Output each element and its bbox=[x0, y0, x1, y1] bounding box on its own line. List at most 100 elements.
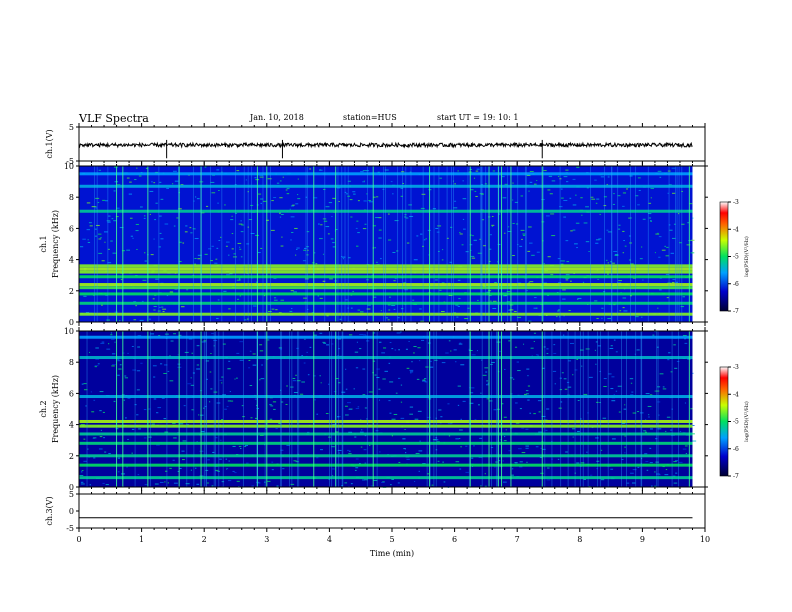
spectrogram-ch2-noise bbox=[348, 450, 351, 452]
spectrogram-ch1-background bbox=[79, 166, 693, 322]
spectrogram-ch1-noise bbox=[617, 282, 622, 284]
spectrogram-ch1-noise bbox=[224, 204, 226, 206]
spectrogram-ch1-noise bbox=[650, 197, 652, 199]
spectrogram-ch2-noise bbox=[235, 377, 238, 379]
spectrogram-ch1-noise bbox=[548, 175, 553, 177]
spectrogram-ch2-noise bbox=[337, 416, 340, 418]
spectrogram-ch2-noise bbox=[137, 474, 140, 476]
spectrogram-ch2-noise bbox=[85, 405, 87, 407]
spectrogram-ch1-noise bbox=[614, 254, 619, 256]
spectrogram-ch2-noise bbox=[397, 377, 401, 379]
spectrogram-ch1-noise bbox=[204, 253, 208, 255]
spectrogram-ch1-noise bbox=[113, 220, 117, 222]
spectrogram-ch1-noise bbox=[382, 188, 385, 190]
spectrogram-ch2-band-8 bbox=[79, 356, 693, 360]
spectrogram-ch2-noise bbox=[490, 363, 493, 365]
spectrogram-ch1-noise bbox=[392, 252, 396, 254]
spectrogram-ch1-noise bbox=[86, 229, 91, 231]
spectrogram-ch2-noise bbox=[267, 339, 270, 341]
spectrogram-ch1-noise bbox=[392, 193, 394, 195]
spectrogram-ch1-noise bbox=[498, 213, 501, 215]
spectrogram-ch2-noise bbox=[393, 413, 398, 415]
spectrogram-ch2-noise bbox=[267, 480, 271, 482]
spectrogram-ch1-noise bbox=[374, 247, 376, 249]
spectrogram-ch2-noise bbox=[590, 474, 593, 476]
spectrogram-ch1-band-8 bbox=[79, 264, 693, 268]
spectrogram-ch1-noise bbox=[514, 201, 518, 203]
spectrogram-ch2-noise bbox=[246, 462, 249, 464]
spectrogram-ch2-noise bbox=[123, 399, 126, 401]
spectrogram-ch1-noise bbox=[158, 246, 161, 248]
spectrogram-ch1-noise bbox=[454, 183, 456, 185]
spectrogram-ch1-noise bbox=[115, 216, 119, 218]
spectrogram-ch1-noise bbox=[626, 188, 628, 190]
spectrogram-ch1-noise bbox=[317, 295, 319, 297]
spectrogram-ch1-noise bbox=[304, 278, 309, 280]
spectrogram-ch2-noise bbox=[359, 348, 362, 350]
spectrogram-ch1-noise bbox=[257, 252, 261, 254]
spectrogram-ch1-noise bbox=[449, 261, 452, 263]
spectrogram-ch2-noise bbox=[228, 480, 232, 482]
spectrogram-ch2-noise bbox=[211, 485, 214, 487]
spectrogram-ch2-noise bbox=[252, 364, 257, 366]
spectrogram-ch1-noise bbox=[590, 196, 594, 198]
spectrogram-ch2-noise bbox=[597, 345, 601, 347]
spectrogram-ch2-noise bbox=[80, 481, 84, 483]
spectrogram-ch1-noise bbox=[412, 299, 415, 301]
spectrogram-ch1-noise bbox=[322, 218, 327, 220]
spectrogram-ch2-noise bbox=[388, 400, 391, 402]
spectrogram-ch1-channel-label: ch.1 bbox=[39, 235, 48, 252]
spectrogram-ch2-noise bbox=[131, 428, 135, 430]
spectrogram-ch1-noise bbox=[533, 183, 537, 185]
spectrogram-ch2-noise bbox=[163, 418, 167, 420]
spectrogram-ch2-noise bbox=[210, 388, 213, 390]
spectrogram-ch2-noise bbox=[83, 383, 87, 385]
spectrogram-ch2-noise bbox=[296, 347, 299, 349]
spectrogram-ch2-noise bbox=[307, 374, 310, 376]
spectrogram-ch2-noise bbox=[356, 341, 358, 343]
spectrogram-ch1-noise bbox=[610, 261, 612, 263]
spectrogram-ch2-noise bbox=[191, 352, 194, 354]
spectrogram-ch2-noise bbox=[83, 389, 88, 391]
spectrogram-ch2-noise bbox=[292, 380, 297, 382]
spectrogram-ch1-noise bbox=[240, 256, 243, 258]
spectrogram-ch2-noise bbox=[111, 353, 116, 355]
spectrogram-ch2-noise bbox=[104, 451, 107, 453]
spectrogram-ch1-band-11 bbox=[79, 172, 693, 176]
spectrogram-ch2-noise bbox=[362, 368, 366, 370]
spectrogram-ch1-noise bbox=[679, 242, 682, 244]
spectrogram-ch2-noise bbox=[319, 332, 323, 334]
spectrogram-ch2-noise bbox=[587, 412, 589, 414]
spectrogram-ch1-noise bbox=[388, 296, 391, 298]
spectrogram-ch2-noise bbox=[418, 470, 421, 472]
spectrogram-ch1-noise bbox=[406, 242, 410, 244]
spectrogram-ch1-noise bbox=[570, 230, 573, 232]
spectrogram-ch2-noise bbox=[665, 469, 668, 471]
spectrogram-ch2-band-1 bbox=[79, 463, 693, 467]
spectrogram-ch1-noise bbox=[103, 231, 108, 233]
spectrogram-ch1-noise bbox=[365, 170, 370, 172]
spectrogram-ch1-noise bbox=[402, 182, 404, 184]
spectrogram-ch1-noise bbox=[630, 263, 634, 265]
spectrogram-ch1-noise bbox=[420, 320, 425, 322]
spectrogram-ch2-noise bbox=[626, 482, 630, 484]
spectrogram-ch1-noise bbox=[194, 257, 197, 259]
spectrogram-ch1-noise bbox=[536, 307, 538, 309]
colorbar-1-tick-label: -7 bbox=[733, 308, 739, 315]
spectrogram-ch2-noise bbox=[684, 342, 688, 344]
spectrogram-ch2-noise bbox=[431, 484, 434, 486]
spectrogram-ch1-noise bbox=[319, 297, 323, 299]
spectrogram-ch2-noise bbox=[419, 440, 421, 442]
spectrogram-ch2-noise bbox=[540, 447, 543, 449]
spectrogram-ch2-noise bbox=[390, 484, 392, 486]
spectrogram-ch1-noise bbox=[296, 248, 298, 250]
spectrogram-ch1-noise bbox=[671, 237, 676, 239]
spectrogram-ch1-noise bbox=[458, 298, 461, 300]
spectrogram-ch2-noise bbox=[383, 347, 387, 349]
spectrogram-ch1-noise bbox=[600, 176, 604, 178]
spectrogram-ch2-noise bbox=[152, 365, 157, 367]
spectrogram-ch1-noise bbox=[603, 196, 607, 198]
spectrogram-ch1-noise bbox=[130, 235, 133, 237]
spectrogram-ch2-noise bbox=[124, 377, 128, 379]
spectrogram-ch2-noise bbox=[473, 445, 475, 447]
